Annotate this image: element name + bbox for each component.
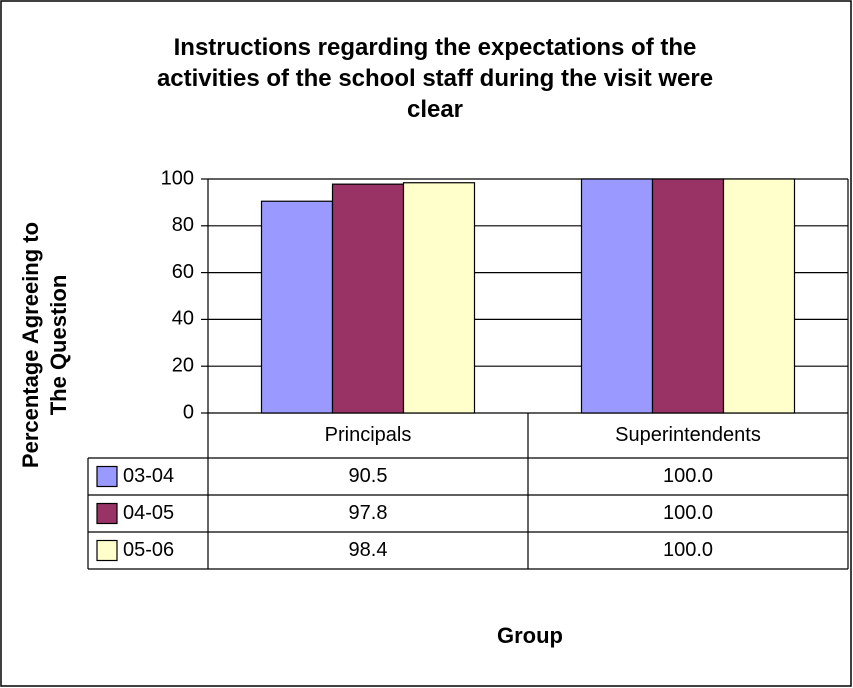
y-tick-label: 80 — [172, 214, 194, 236]
y-tick-label: 60 — [172, 261, 194, 283]
table-value: 90.5 — [349, 465, 388, 487]
y-tick-label: 40 — [172, 308, 194, 330]
y-tick-label: 100 — [161, 167, 194, 189]
x-axis-label: Group — [497, 623, 563, 648]
bar — [331, 183, 405, 414]
table-value: 97.8 — [349, 502, 388, 524]
bar — [402, 182, 476, 414]
legend-label: 05-06 — [123, 539, 174, 561]
table-value: 100.0 — [663, 502, 713, 524]
table-value: 98.4 — [349, 539, 388, 561]
bar — [580, 178, 654, 414]
bar — [722, 178, 796, 414]
y-tick-label: 0 — [183, 401, 194, 423]
x-tick-label: Principals — [325, 424, 412, 446]
table-value: 100.0 — [663, 465, 713, 487]
legend-key — [96, 465, 118, 488]
bar — [260, 200, 334, 414]
y-tick-label: 20 — [172, 354, 194, 376]
table-value: 100.0 — [663, 539, 713, 561]
legend-label: 03-04 — [123, 465, 174, 487]
legend-label: 04-05 — [123, 502, 174, 524]
x-tick-label: Superintendents — [615, 424, 761, 446]
legend-key — [96, 502, 118, 525]
y-axis-label: Percentage Agreeing to The Question — [18, 221, 71, 469]
legend-key — [96, 539, 118, 562]
bar — [651, 178, 725, 414]
chart-title: Instructions regarding the expectations … — [156, 34, 714, 123]
